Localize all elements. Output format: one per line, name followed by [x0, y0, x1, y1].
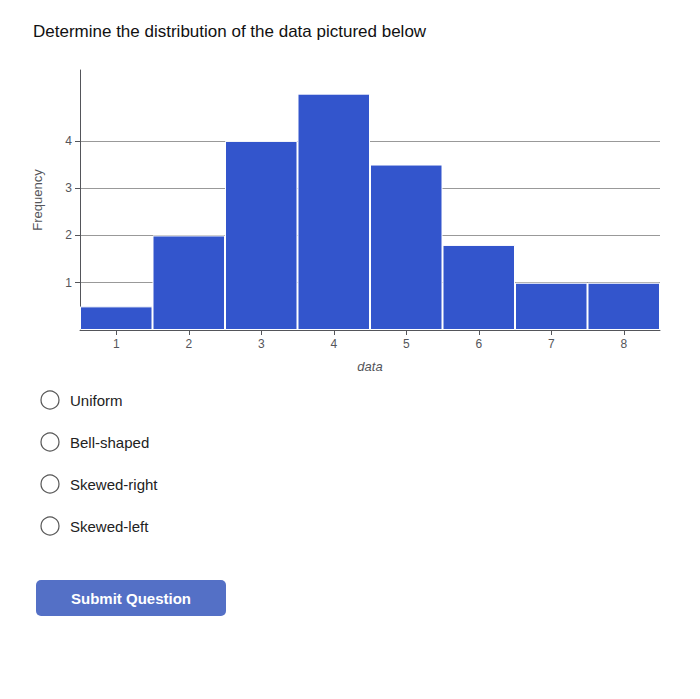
svg-text:Skewed-left: Skewed-left: [70, 518, 149, 535]
svg-text:6: 6: [475, 337, 482, 351]
svg-text:1: 1: [113, 337, 120, 351]
svg-text:Determine the distribution of: Determine the distribution of the data p…: [33, 22, 427, 41]
svg-text:5: 5: [403, 337, 410, 351]
svg-text:Uniform: Uniform: [70, 392, 123, 409]
svg-text:3: 3: [258, 337, 265, 351]
svg-text:2: 2: [65, 228, 72, 242]
svg-text:4: 4: [65, 134, 72, 148]
svg-text:2: 2: [185, 337, 192, 351]
svg-text:3: 3: [65, 181, 72, 195]
svg-text:Bell-shaped: Bell-shaped: [70, 434, 149, 451]
svg-text:data: data: [357, 359, 382, 374]
svg-text:Submit Question: Submit Question: [71, 590, 191, 607]
svg-text:8: 8: [620, 337, 627, 351]
svg-text:7: 7: [548, 337, 555, 351]
svg-text:Frequency: Frequency: [30, 169, 45, 231]
svg-text:1: 1: [65, 276, 72, 290]
svg-text:4: 4: [330, 337, 337, 351]
svg-text:Skewed-right: Skewed-right: [70, 476, 158, 493]
